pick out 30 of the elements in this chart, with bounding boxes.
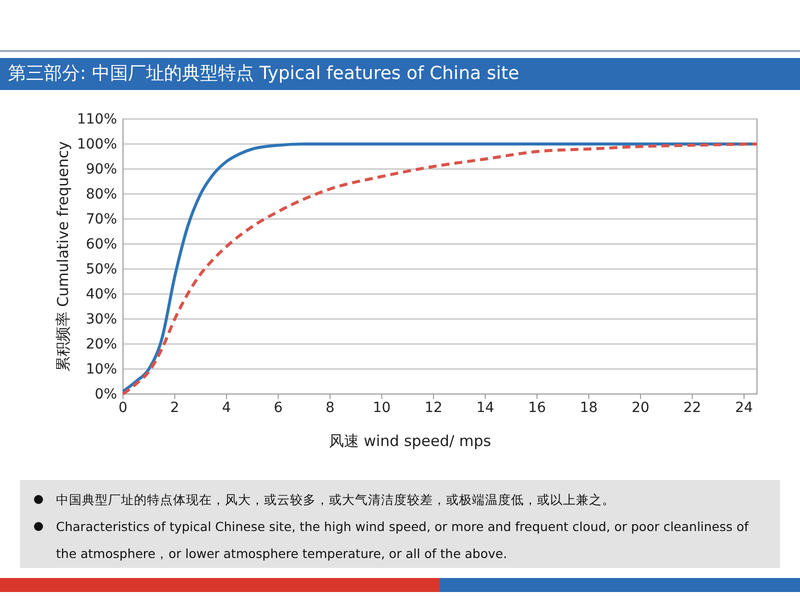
text: Characteristics of typical Chinese site, the high wind speed, or more and frequent cloud, or poor cleanliness of the atmosphere，or lower atmosphere temperature, or all of the above. xyxy=(56,519,749,561)
x-tick-label: 18 xyxy=(580,400,598,416)
y-tick-label: 70% xyxy=(86,211,117,228)
y-tick-label: 110% xyxy=(76,111,117,128)
y-tick-label: 60% xyxy=(86,236,117,252)
x-tick-label: 16 xyxy=(528,400,546,416)
x-tick-label: 6 xyxy=(274,400,283,416)
x-tick-label: 14 xyxy=(476,400,494,416)
y-tick-label: 20% xyxy=(86,336,117,352)
x-tick-label: 10 xyxy=(372,400,391,416)
x-axis-title: 风速 wind speed/ mps xyxy=(328,432,492,450)
y-tick-label: 30% xyxy=(86,311,117,328)
x-tick-label: 20 xyxy=(632,400,650,416)
y-tick-label: 100% xyxy=(76,136,117,152)
chart-title: 第三部分: 中国厂址的典型特点 Typical features of China site xyxy=(0,58,800,90)
text: 中国典型厂址的特点体现在，风大，或云较多，或大气清洁度较差，或极端温度低，或以上兼之。 xyxy=(56,492,615,507)
x-tick-label: 0 xyxy=(118,400,128,416)
x-tick-label: 8 xyxy=(326,400,334,416)
x-tick-label: 22 xyxy=(683,400,702,416)
y-tick-label: 0% xyxy=(94,386,117,402)
y-axis-title: 累积频率 Cumulative frequency xyxy=(54,141,72,372)
y-tick-label: 40% xyxy=(86,286,117,302)
y-tick-label: 80% xyxy=(86,186,117,202)
y-tick-label: 50% xyxy=(86,261,117,278)
x-tick-label: 2 xyxy=(170,400,180,416)
x-tick-label: 4 xyxy=(222,400,232,416)
x-tick-label: 12 xyxy=(424,400,442,416)
x-tick-label: 24 xyxy=(735,400,754,416)
y-tick-label: 90% xyxy=(86,161,117,178)
y-tick-label: 10% xyxy=(86,361,117,378)
